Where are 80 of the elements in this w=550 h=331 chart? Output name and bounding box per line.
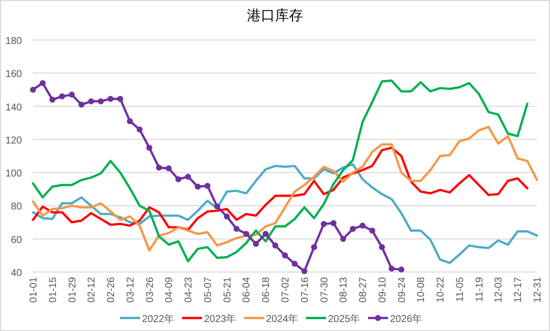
y-tick-label: 80 bbox=[10, 202, 22, 213]
point bbox=[98, 98, 104, 104]
point bbox=[292, 260, 298, 267]
x-tick-label: 12-17 bbox=[513, 276, 524, 303]
point bbox=[272, 242, 278, 248]
point bbox=[234, 226, 240, 232]
x-tick-label: 10-08 bbox=[416, 276, 428, 303]
x-tick-label: 07-16 bbox=[300, 276, 311, 303]
x-tick-label: 04-23 bbox=[184, 276, 195, 303]
point bbox=[340, 236, 346, 242]
point bbox=[49, 96, 56, 103]
point bbox=[388, 266, 395, 272]
y-tick-label: 60 bbox=[10, 234, 22, 246]
point bbox=[146, 144, 152, 151]
point bbox=[88, 98, 94, 104]
point bbox=[166, 165, 172, 172]
point bbox=[320, 220, 327, 227]
point bbox=[311, 244, 318, 250]
x-tick-label: 01-15 bbox=[48, 276, 59, 303]
point bbox=[378, 244, 385, 250]
x-tick-label: 11-19 bbox=[474, 276, 486, 302]
x-tick-label: 05-21 bbox=[222, 276, 234, 303]
x-tick-label: 06-18 bbox=[261, 276, 272, 303]
point bbox=[282, 252, 288, 258]
x-tick-label: 03-26 bbox=[144, 276, 156, 303]
x-tick-label: 09-24 bbox=[396, 276, 408, 303]
point bbox=[301, 268, 308, 274]
x-tick-label: 02-26 bbox=[106, 276, 118, 303]
point bbox=[398, 266, 404, 273]
point bbox=[78, 102, 84, 108]
point bbox=[204, 182, 210, 189]
legend-label: 2024年 bbox=[266, 313, 298, 325]
point bbox=[68, 92, 75, 98]
x-tick-label: 12-31 bbox=[532, 276, 544, 303]
point bbox=[126, 118, 133, 124]
x-tick-label: 12-03 bbox=[494, 276, 505, 303]
x-tick-label: 02-12 bbox=[86, 276, 98, 303]
y-tick-label: 140 bbox=[5, 102, 22, 114]
x-tick-label: 05-07 bbox=[202, 276, 214, 303]
point bbox=[136, 126, 143, 132]
x-tick-label: 10-22 bbox=[436, 276, 447, 303]
x-tick-label: 04-09 bbox=[164, 276, 176, 303]
legend-label: 2022年 bbox=[142, 313, 174, 325]
legend-label: 2023年 bbox=[204, 313, 236, 325]
legend-label: 2025年 bbox=[328, 313, 360, 325]
point bbox=[185, 174, 192, 180]
point bbox=[194, 184, 201, 190]
point bbox=[252, 240, 259, 247]
point bbox=[330, 220, 336, 226]
x-tick-label: 11-05 bbox=[454, 276, 466, 302]
x-tick-label: 03-12 bbox=[125, 276, 136, 303]
x-tick-label: 01-29 bbox=[67, 276, 78, 303]
point bbox=[156, 164, 162, 171]
point bbox=[117, 96, 124, 102]
y-tick-label: 100 bbox=[5, 168, 22, 180]
y-tick-label: 160 bbox=[5, 69, 22, 80]
point bbox=[224, 213, 230, 220]
point bbox=[40, 80, 46, 86]
x-tick-label: 07-30 bbox=[319, 276, 330, 303]
point bbox=[108, 96, 114, 102]
point bbox=[243, 230, 250, 237]
x-tick-label: 08-27 bbox=[358, 276, 370, 303]
point bbox=[30, 86, 36, 93]
title: 港口库存 bbox=[247, 7, 303, 23]
x-tick-label: 09-10 bbox=[377, 276, 388, 303]
x-tick-label: 08-13 bbox=[338, 276, 350, 303]
y-tick-label: 40 bbox=[10, 268, 22, 279]
point bbox=[360, 222, 366, 229]
x-tick-label: 07-02 bbox=[280, 276, 292, 303]
point bbox=[175, 176, 182, 182]
y-tick-label: 180 bbox=[5, 36, 22, 47]
point bbox=[350, 226, 356, 232]
y-tick-label: 120 bbox=[5, 135, 22, 146]
x-tick-label: 06-04 bbox=[242, 276, 253, 303]
legend-label: 2026年 bbox=[390, 313, 422, 325]
point bbox=[262, 230, 269, 237]
point bbox=[59, 93, 66, 100]
x-tick-label: 01-01 bbox=[28, 276, 40, 303]
point bbox=[214, 204, 220, 210]
point bbox=[369, 228, 376, 234]
